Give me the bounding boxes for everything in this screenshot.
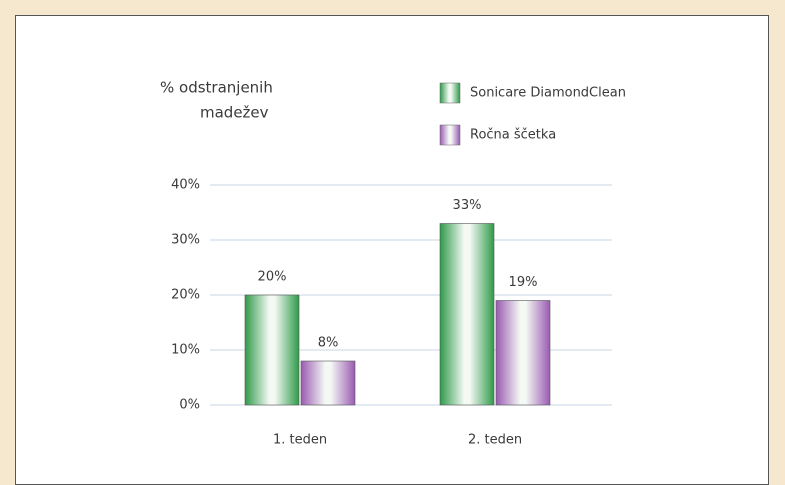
legend-label: Ročna ščetka [470, 128, 556, 143]
chart-title: madežev [200, 104, 269, 122]
bar [300, 360, 356, 406]
chart-title: % odstranjenih [160, 79, 273, 97]
bar [244, 294, 300, 406]
x-tick-label: 2. teden [468, 433, 522, 448]
y-tick-label: 0% [179, 398, 200, 413]
y-tick-label: 10% [171, 343, 200, 358]
value-label: 20% [258, 270, 287, 285]
bar [495, 300, 551, 406]
legend-swatch [439, 82, 461, 104]
y-tick-label: 20% [171, 288, 200, 303]
legend-label: Sonicare DiamondClean [470, 86, 626, 101]
y-tick-label: 30% [171, 233, 200, 248]
y-tick-label: 40% [171, 178, 200, 193]
value-label: 33% [453, 198, 482, 213]
x-tick-label: 1. teden [273, 433, 327, 448]
bar [439, 223, 495, 406]
legend-swatch [439, 124, 461, 146]
value-label: 19% [509, 275, 538, 290]
chart: % odstranjenih madežev 0% 10% 20% 30% 40% Son… [160, 79, 626, 448]
page: {"chart_data": {"type": "bar", "title": … [15, 15, 769, 485]
panel [15, 15, 769, 485]
value-label: 8% [318, 336, 339, 351]
